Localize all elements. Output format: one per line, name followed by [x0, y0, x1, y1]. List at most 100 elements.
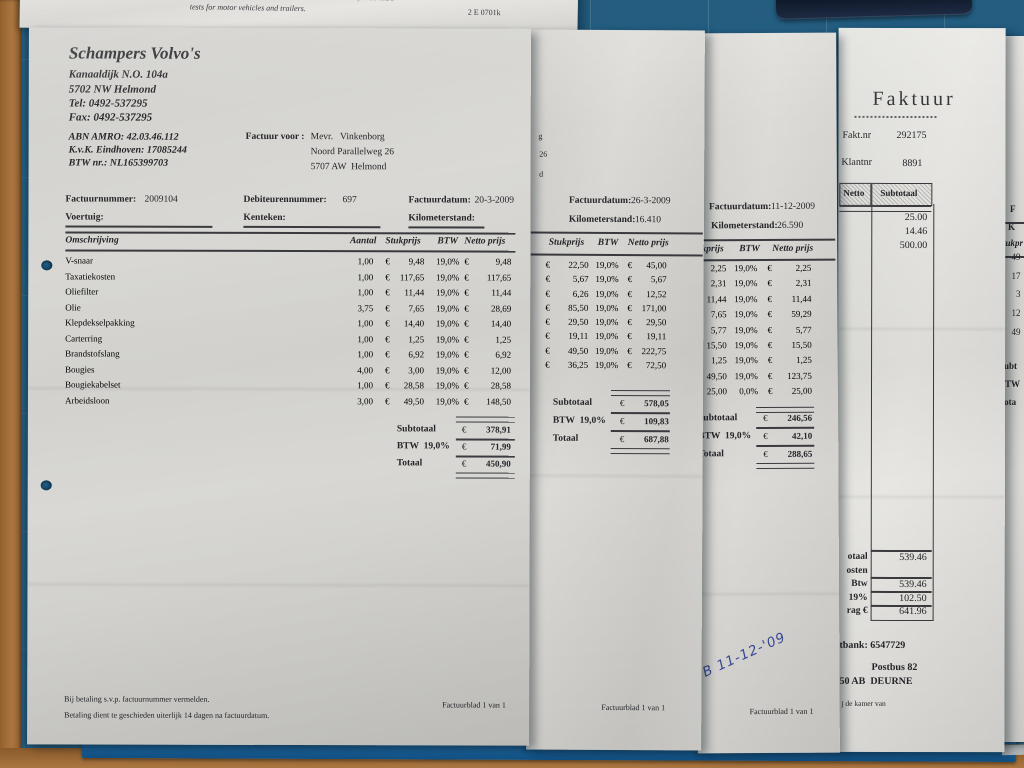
- amount-value: 500.00: [899, 240, 928, 252]
- cell-btw: 0,0%: [739, 386, 759, 397]
- cell-aantal: 1,00: [357, 287, 374, 298]
- kilometerstand-label: Kilometerstand:: [408, 213, 475, 224]
- invoice4-amounts: 25.00 14.46 500.00: [873, 212, 929, 255]
- factuurdatum-value: 26-3-2009: [630, 196, 671, 207]
- totals-rule: [455, 455, 515, 458]
- euro-sign: €: [767, 278, 772, 289]
- total-value: 450,90: [486, 458, 511, 469]
- handwritten-note: B 11-12-'09: [700, 629, 789, 681]
- factuurdatum-label: Factuurdatum:: [568, 195, 632, 207]
- table-row: € 36,25 19,0% € 72,50: [538, 360, 688, 375]
- voertuig-label: Voertuig:: [65, 212, 104, 223]
- cell-btw: 19,0%: [435, 364, 460, 375]
- cell-netto: 2,25: [795, 262, 812, 273]
- cell-aantal: 3,75: [357, 302, 374, 313]
- column-aantal: Aantal: [349, 236, 377, 247]
- btw-value: 42,10: [791, 430, 813, 441]
- euro-sign: €: [464, 302, 469, 313]
- company-address-line: 5702 NW Helmond: [68, 83, 156, 96]
- punch-hole: [41, 260, 53, 271]
- company-fax: Fax: 0492-537295: [68, 111, 153, 124]
- euro-sign: €: [385, 333, 390, 344]
- totals-rule: [756, 462, 815, 470]
- euro-sign: €: [464, 349, 469, 360]
- table-row: 2,25 19,0% € 2,25: [697, 263, 815, 279]
- edge-fragment: d: [539, 169, 544, 179]
- cell-btw: 19,0%: [595, 302, 619, 313]
- column-netto: Netto prijs: [627, 238, 669, 249]
- cell-btw: 19,0%: [734, 293, 758, 304]
- edge-fragment: 26: [539, 149, 548, 159]
- cell-netto: 123,75: [787, 370, 812, 381]
- cell-netto: 6,92: [495, 349, 512, 360]
- page-label: Factuurblad 1 van 1: [749, 706, 814, 717]
- cell-aantal: 1,00: [357, 256, 374, 267]
- btw-fragment: BTW: [999, 379, 1021, 389]
- bill-to-street: Noord Parallelweg 26: [310, 147, 395, 158]
- item-description: Klepdekselpakking: [65, 317, 135, 328]
- meta-underline: [243, 225, 381, 228]
- wooden-table-left-edge: [0, 0, 22, 768]
- column-subtotaal-label: Subtotaal: [880, 187, 918, 198]
- total-row-value: 539.46: [899, 578, 927, 591]
- table-rule-top: [65, 231, 516, 235]
- euro-sign: €: [627, 288, 633, 299]
- document-text-fragment: tests for motor vehicles and trailers.: [189, 2, 306, 14]
- cell-netto: 222,75: [641, 345, 667, 357]
- table-row: V-snaar 1,00 € 9,48 19,0% € 9,48: [65, 255, 515, 272]
- subtotal-value: 578,05: [644, 398, 669, 409]
- totals-rule: [455, 416, 515, 423]
- cell-price: 19,11: [568, 331, 589, 342]
- table-row: 11,44 19,0% € 11,44: [697, 294, 815, 310]
- kvk-line: K.v.K. Eindhoven: 17085244: [68, 144, 187, 156]
- euro-sign: €: [767, 355, 773, 366]
- header-rule: [530, 231, 703, 234]
- kilometerstand-value: 16.410: [634, 215, 662, 226]
- cell-aantal: 3,00: [357, 395, 373, 406]
- cell-netto: 1,25: [796, 355, 812, 366]
- document-code: 2 E 0701k: [467, 7, 501, 18]
- total-label: Totaal: [396, 458, 423, 469]
- subtotal-value: 378,91: [486, 424, 511, 435]
- cell-netto: 9,48: [495, 256, 512, 267]
- table-row: Oliefilter 1,00 € 11,44 19,0% € 11,44: [65, 286, 515, 303]
- invoice4-totals: otaal 539.46 osten Btw 539.46 19% 102.50…: [832, 552, 932, 620]
- table-rule-bottom: [65, 249, 516, 253]
- totals-rule: [455, 438, 515, 441]
- cell-netto: 12,00: [490, 365, 512, 376]
- total-row-value: 641.96: [899, 605, 927, 618]
- table-row: 2,31 19,0% € 2,31: [697, 278, 815, 294]
- euro-sign: €: [627, 260, 633, 271]
- klant-nr-value: 8891: [902, 157, 923, 170]
- cell-btw: 19,0%: [595, 331, 619, 342]
- amount-value: 25.00: [904, 211, 928, 224]
- company-name: Schampers Volvo's: [68, 43, 201, 63]
- item-description: Olie: [65, 301, 81, 312]
- meta-underline: [65, 225, 213, 228]
- cell-netto: 19,11: [646, 331, 667, 342]
- euro-sign: €: [464, 364, 469, 375]
- item-description: Arbeidsloon: [64, 394, 110, 406]
- euro-sign: €: [464, 256, 469, 267]
- cell-netto: 12,52: [646, 288, 667, 299]
- cell-btw: 19,0%: [435, 287, 460, 298]
- cell-btw: 19,0%: [595, 274, 619, 285]
- edge-fragment: g: [538, 131, 543, 141]
- total-fragment: Tota: [999, 397, 1017, 407]
- totals-rule: [455, 472, 515, 479]
- factuurdatum-value: 20-3-2009: [474, 195, 515, 206]
- cell-netto: 148,50: [486, 396, 511, 407]
- column-omschrijving: Omschrijving: [65, 235, 119, 246]
- bill-to-name: Mevr. Vinkenborg: [310, 132, 385, 143]
- total-value: 288,65: [787, 448, 813, 459]
- grey-paper-edge: [1001, 743, 1024, 756]
- btw-value: 71,99: [490, 441, 511, 452]
- euro-sign: €: [767, 339, 773, 350]
- euro-sign: €: [385, 302, 390, 313]
- factuurdatum-value: 11-12-2009: [770, 201, 816, 212]
- company-address-line: Kanaaldijk N.O. 104a: [68, 68, 168, 81]
- cell-aantal: 1,00: [357, 333, 374, 344]
- table-row: 49,50 19,0% € 123,75: [698, 370, 816, 386]
- table-row: Olie 3,75 € 7,65 19,0% € 28,69: [65, 302, 515, 319]
- column-btw: BTW: [739, 244, 760, 255]
